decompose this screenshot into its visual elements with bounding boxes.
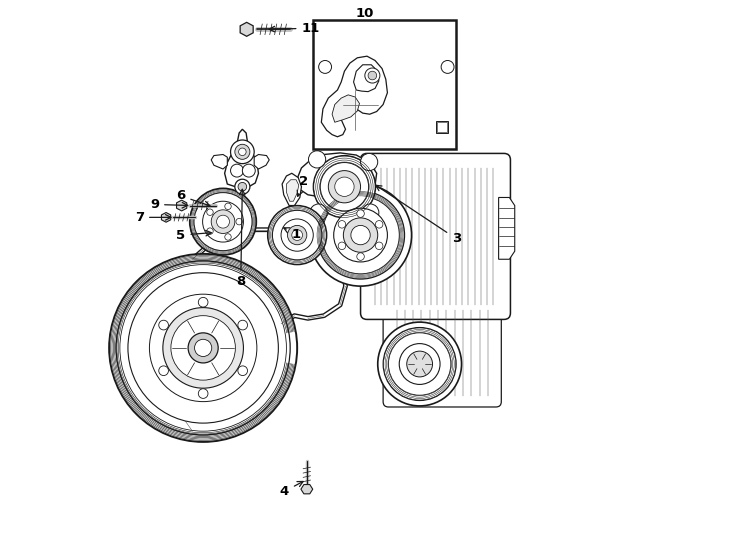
Circle shape [383, 327, 456, 401]
Circle shape [207, 228, 213, 234]
Circle shape [338, 220, 346, 228]
Text: 9: 9 [150, 198, 188, 211]
Circle shape [388, 333, 451, 395]
Text: 10: 10 [355, 6, 374, 19]
Polygon shape [240, 22, 253, 36]
Circle shape [235, 179, 250, 194]
Circle shape [441, 60, 454, 73]
Circle shape [378, 322, 462, 406]
Circle shape [188, 333, 218, 363]
Circle shape [338, 242, 346, 249]
Circle shape [272, 211, 322, 260]
Circle shape [335, 177, 354, 197]
Circle shape [328, 171, 360, 203]
Circle shape [334, 208, 388, 262]
Circle shape [362, 204, 379, 221]
Bar [313, 20, 456, 149]
Circle shape [230, 164, 244, 177]
Circle shape [351, 225, 370, 245]
Circle shape [308, 151, 326, 168]
Circle shape [310, 204, 327, 221]
Circle shape [235, 144, 250, 159]
Polygon shape [498, 198, 515, 259]
Circle shape [207, 209, 213, 215]
Circle shape [239, 148, 246, 156]
Circle shape [399, 343, 440, 384]
Text: 6: 6 [176, 190, 210, 207]
FancyBboxPatch shape [360, 153, 510, 320]
Text: 7: 7 [135, 211, 171, 224]
Circle shape [238, 366, 247, 375]
Circle shape [365, 68, 380, 83]
Circle shape [194, 193, 252, 251]
Circle shape [322, 197, 399, 274]
Text: 4: 4 [280, 482, 303, 498]
Circle shape [292, 230, 302, 240]
Circle shape [211, 210, 235, 233]
Circle shape [109, 254, 297, 442]
Text: 3: 3 [376, 185, 461, 245]
Circle shape [360, 153, 378, 171]
Polygon shape [225, 129, 258, 188]
Bar [437, 122, 446, 132]
Circle shape [203, 201, 244, 242]
Polygon shape [177, 200, 186, 211]
Circle shape [159, 366, 168, 375]
Circle shape [225, 234, 231, 240]
Circle shape [195, 339, 211, 356]
Circle shape [225, 203, 231, 210]
Polygon shape [332, 95, 360, 122]
Circle shape [357, 253, 364, 260]
Circle shape [159, 320, 168, 330]
Circle shape [375, 220, 383, 228]
Polygon shape [211, 154, 228, 169]
Polygon shape [321, 56, 388, 137]
Circle shape [407, 351, 432, 377]
Circle shape [310, 184, 412, 286]
Circle shape [189, 188, 256, 255]
Text: 5: 5 [176, 228, 211, 241]
Circle shape [313, 156, 376, 218]
Circle shape [128, 273, 278, 423]
Circle shape [288, 225, 307, 245]
Circle shape [150, 294, 257, 402]
Circle shape [171, 316, 236, 380]
Circle shape [375, 242, 383, 249]
Circle shape [198, 389, 208, 399]
Circle shape [116, 261, 290, 435]
Circle shape [120, 265, 286, 431]
Circle shape [230, 140, 254, 164]
Circle shape [238, 183, 247, 191]
Bar [436, 121, 448, 133]
Polygon shape [161, 213, 171, 222]
Circle shape [316, 191, 404, 279]
Text: 8: 8 [236, 190, 245, 288]
Polygon shape [301, 484, 313, 494]
Circle shape [281, 219, 313, 251]
Circle shape [268, 206, 327, 265]
Polygon shape [354, 65, 379, 92]
Circle shape [357, 210, 364, 218]
Polygon shape [254, 154, 269, 169]
Circle shape [368, 71, 377, 80]
Circle shape [236, 218, 242, 225]
FancyBboxPatch shape [383, 302, 501, 407]
Polygon shape [286, 180, 299, 201]
Circle shape [163, 308, 244, 388]
Polygon shape [282, 173, 302, 206]
Text: 2: 2 [297, 176, 308, 197]
Polygon shape [297, 153, 377, 199]
Text: 1: 1 [284, 227, 301, 240]
Circle shape [319, 60, 332, 73]
Text: 11: 11 [269, 22, 320, 35]
Circle shape [198, 298, 208, 307]
Circle shape [217, 215, 230, 228]
Circle shape [344, 218, 378, 252]
Circle shape [320, 163, 368, 211]
Circle shape [242, 164, 255, 177]
Circle shape [238, 320, 247, 330]
